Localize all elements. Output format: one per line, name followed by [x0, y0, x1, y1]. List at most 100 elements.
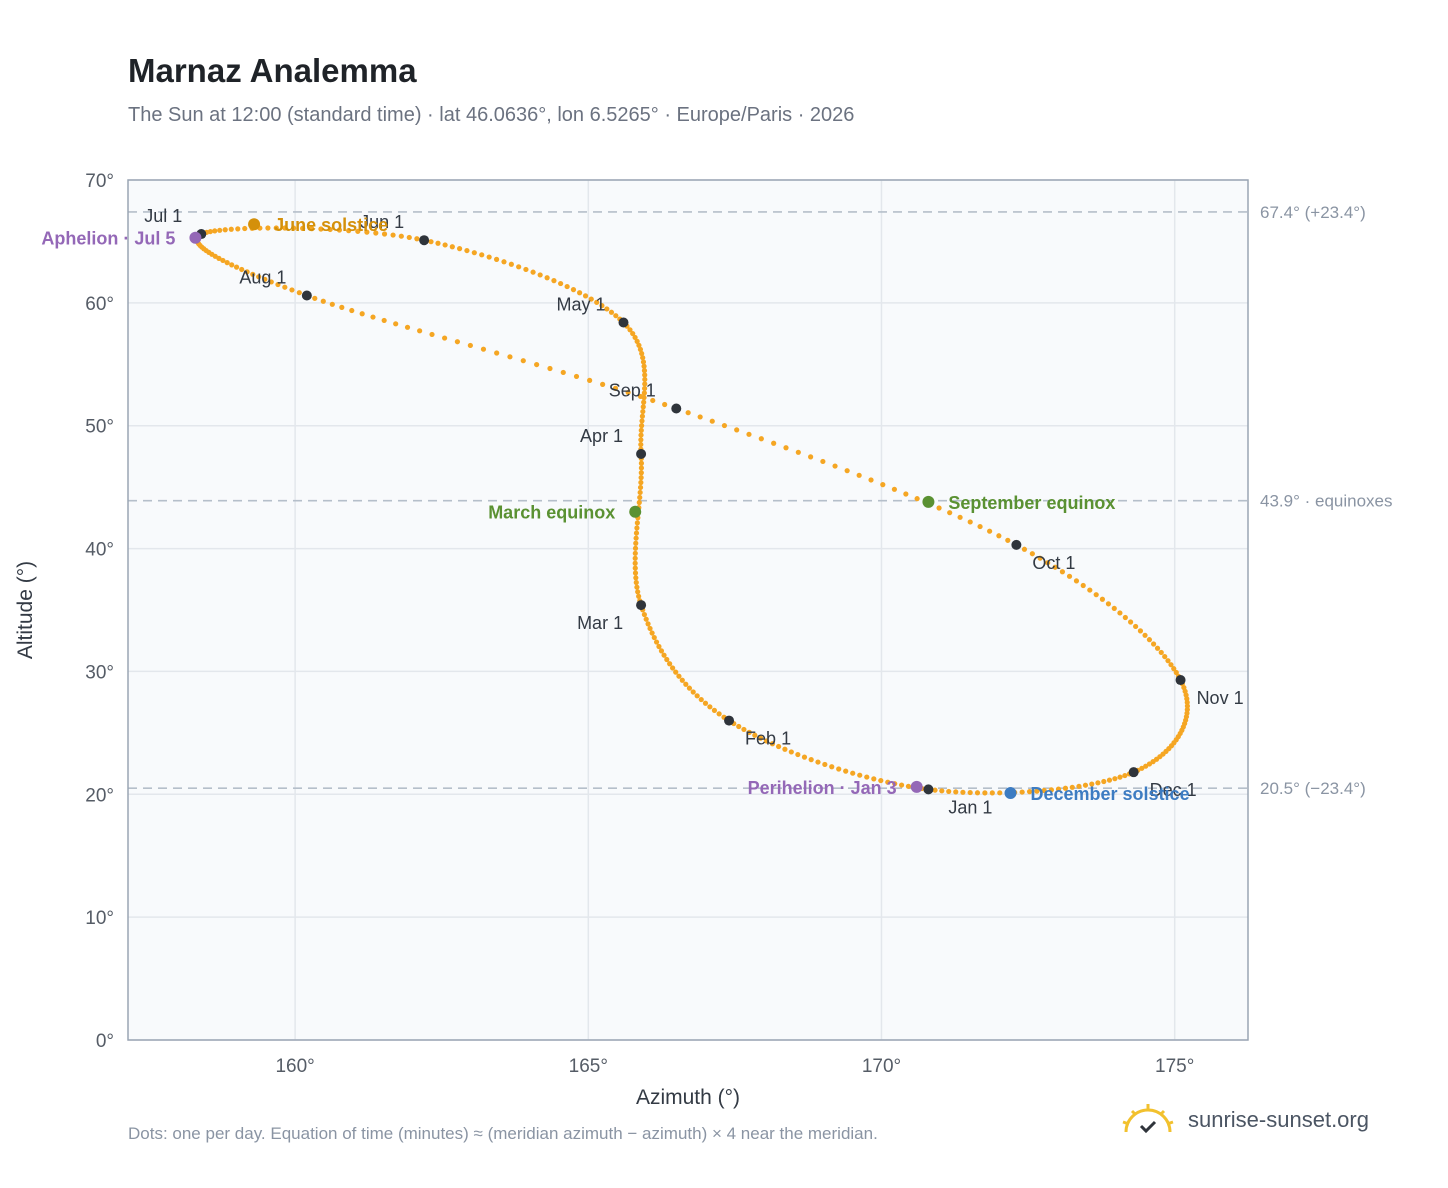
daily-dot — [1055, 786, 1062, 792]
daily-dot — [613, 313, 619, 319]
daily-dot — [370, 314, 376, 320]
daily-dot — [667, 661, 673, 667]
daily-dot — [1021, 546, 1028, 552]
daily-dot — [551, 278, 557, 284]
daily-dot — [630, 330, 636, 337]
daily-dot — [662, 401, 668, 408]
brand-name: sunrise-sunset.org — [1188, 1107, 1369, 1132]
daily-dot — [300, 225, 306, 231]
daily-dot — [697, 414, 703, 420]
daily-dot — [224, 260, 230, 266]
daily-dot — [820, 458, 826, 465]
daily-dot — [1162, 653, 1168, 660]
daily-dot — [638, 437, 644, 443]
daily-dot — [967, 519, 973, 525]
daily-dot — [960, 789, 966, 795]
daily-dot — [1059, 569, 1066, 575]
daily-dot — [1095, 780, 1101, 786]
daily-dot — [480, 346, 487, 352]
x-tick-label: 170° — [862, 1056, 901, 1077]
daily-dot — [679, 677, 685, 683]
month-marker — [636, 600, 647, 611]
daily-dot — [1111, 605, 1117, 612]
x-tick-label: 175° — [1155, 1056, 1194, 1077]
daily-dot — [604, 306, 610, 312]
reference-line-label: 20.5° (−23.4°) — [1260, 779, 1366, 798]
event-label: December solstice — [1031, 784, 1190, 804]
daily-dot — [746, 431, 752, 437]
daily-dot — [664, 656, 670, 663]
daily-dot — [486, 254, 492, 260]
daily-dot — [685, 410, 691, 416]
daily-dot — [957, 514, 963, 520]
event-label: Perihelion · Jan 3 — [748, 778, 897, 798]
daily-dot — [577, 290, 583, 296]
daily-dot — [642, 385, 648, 392]
reference-line-label: 67.4° (+23.4°) — [1260, 203, 1366, 222]
daily-dot — [516, 264, 522, 270]
daily-dot — [547, 365, 553, 372]
daily-dot — [746, 729, 752, 735]
daily-dot — [523, 266, 529, 273]
daily-dot — [244, 269, 250, 275]
daily-dot — [871, 776, 877, 782]
daily-dot — [1168, 662, 1174, 668]
event-label: June solstice — [274, 215, 388, 235]
daily-dot — [656, 643, 662, 650]
month-marker-label: May 1 — [556, 295, 605, 315]
month-marker — [1175, 675, 1186, 686]
daily-dot — [635, 589, 641, 595]
daily-dot — [640, 355, 646, 361]
daily-dot — [721, 422, 728, 429]
daily-dot — [637, 393, 644, 400]
daily-dot — [946, 788, 952, 795]
daily-dot — [296, 290, 302, 296]
daily-dot — [359, 311, 365, 317]
daily-dot — [289, 287, 295, 293]
daily-dot — [217, 227, 223, 233]
daily-dot — [1105, 601, 1112, 607]
month-marker — [724, 715, 735, 726]
daily-dot — [638, 460, 645, 466]
daily-dot — [829, 764, 835, 770]
daily-dot — [1069, 784, 1075, 790]
daily-dot — [309, 226, 315, 232]
daily-dot — [709, 418, 715, 424]
daily-dot — [1117, 610, 1123, 616]
daily-dot — [815, 759, 821, 765]
month-marker-label: Aug 1 — [239, 267, 286, 287]
daily-dot — [467, 342, 473, 349]
daily-dot — [588, 296, 594, 302]
daily-dot — [878, 777, 884, 784]
daily-dot — [808, 454, 814, 460]
daily-dot — [262, 276, 268, 282]
month-marker-label: Dec 1 — [1150, 780, 1197, 800]
daily-dot — [1099, 596, 1106, 602]
daily-dot — [782, 746, 788, 752]
daily-dot — [435, 240, 441, 246]
daily-dot — [544, 275, 550, 281]
daily-dot — [537, 272, 543, 278]
daily-dot — [967, 789, 973, 796]
daily-dot — [346, 228, 352, 234]
daily-dot — [1045, 560, 1051, 566]
daily-dot — [914, 496, 920, 502]
daily-dot — [1080, 582, 1086, 589]
daily-dot — [1150, 641, 1157, 647]
daily-dot — [632, 560, 638, 566]
daily-dot — [256, 274, 262, 280]
daily-dot — [868, 477, 874, 483]
daily-dot — [222, 227, 228, 233]
daily-dot — [1184, 703, 1190, 709]
daily-dot — [349, 307, 355, 314]
daily-dot — [822, 761, 828, 768]
brand-logo[interactable]: sunrise-sunset.org — [1120, 1102, 1369, 1138]
daily-dot — [1034, 788, 1040, 794]
daily-dot — [638, 470, 644, 476]
y-tick-label: 40° — [85, 540, 114, 561]
daily-dot — [903, 491, 909, 497]
daily-dot — [752, 732, 758, 738]
event-marker — [910, 780, 923, 793]
daily-dot — [982, 790, 988, 796]
y-tick-label: 70° — [85, 171, 114, 192]
